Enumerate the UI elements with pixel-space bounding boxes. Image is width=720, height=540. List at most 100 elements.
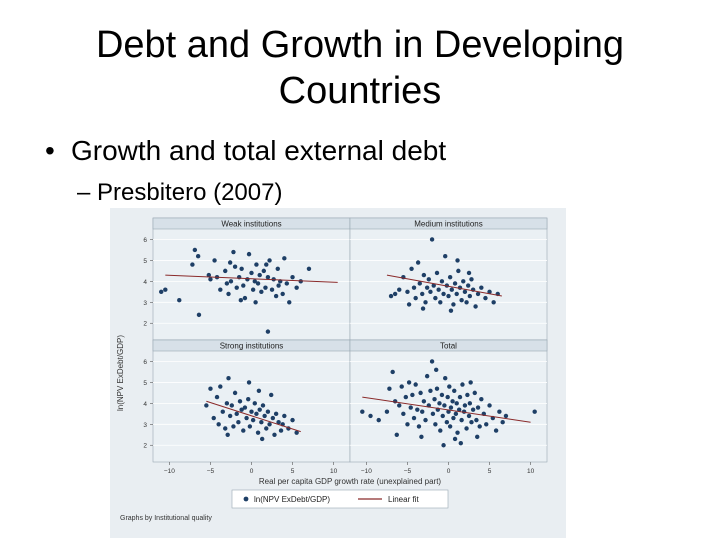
data-point	[449, 287, 454, 292]
plot-area	[152, 339, 351, 463]
data-point	[446, 409, 451, 414]
data-point	[432, 396, 437, 402]
panel-header	[349, 339, 548, 352]
data-point	[491, 300, 496, 305]
data-point	[250, 287, 256, 292]
data-point	[269, 287, 275, 292]
data-point	[306, 266, 312, 271]
data-point	[229, 403, 234, 408]
sub-bullet-text: Presbitero (2007)	[97, 179, 283, 206]
data-point	[234, 411, 239, 417]
slide-title-line-2: Countries	[278, 70, 442, 112]
data-point	[431, 283, 436, 288]
data-point	[220, 409, 225, 414]
x-tick-label: 10	[527, 468, 535, 475]
data-point	[483, 295, 488, 301]
data-point	[448, 405, 454, 410]
data-point	[493, 428, 499, 433]
data-point	[196, 312, 202, 318]
data-point	[484, 422, 489, 427]
data-point	[282, 413, 287, 419]
data-point	[469, 420, 474, 425]
data-point	[223, 426, 228, 431]
data-point	[475, 405, 481, 410]
data-point	[503, 413, 509, 419]
sub-bullet-item: – Presbitero (2007)	[77, 178, 282, 208]
data-point	[451, 302, 456, 307]
data-point	[421, 399, 427, 404]
data-point	[239, 266, 244, 271]
data-point	[416, 424, 422, 429]
data-point	[388, 293, 394, 299]
data-point	[420, 291, 425, 297]
data-point	[487, 289, 492, 295]
data-point	[448, 308, 454, 313]
data-point	[177, 298, 182, 303]
data-point	[434, 270, 440, 276]
data-point	[206, 272, 212, 278]
legend-label-points: ln(NPV ExDebt/GDP)	[254, 495, 330, 504]
bullet-dot-icon: •	[45, 135, 55, 166]
data-point	[390, 369, 395, 375]
data-point	[255, 281, 261, 286]
data-point	[241, 428, 246, 433]
x-tick-label: −10	[164, 468, 175, 475]
data-point	[405, 422, 410, 427]
data-point	[294, 285, 299, 290]
data-point	[265, 409, 271, 414]
data-point	[429, 359, 435, 364]
data-point	[265, 329, 271, 334]
data-point	[466, 270, 472, 276]
x-axis-label: Real per capita GDP growth rate (unexpla…	[259, 477, 442, 486]
data-point	[231, 249, 236, 255]
data-point	[409, 266, 414, 271]
data-point	[257, 407, 262, 412]
data-point	[257, 272, 262, 278]
x-tick-label: −5	[207, 468, 215, 475]
data-point	[447, 424, 453, 429]
data-point	[260, 403, 266, 408]
data-point	[418, 390, 423, 396]
data-point	[223, 268, 228, 274]
data-point	[392, 291, 398, 297]
panel-strong-institutions: Strong institutions 2 3 4 5 6 −10 −5 0 5 10	[143, 339, 351, 475]
data-point	[477, 424, 482, 429]
data-point	[232, 390, 238, 396]
data-point	[411, 415, 417, 421]
data-point	[397, 287, 402, 292]
data-point	[394, 432, 399, 437]
data-point	[487, 403, 492, 408]
data-point	[280, 291, 285, 297]
data-point	[262, 413, 267, 419]
data-point	[441, 443, 446, 448]
data-point	[464, 426, 469, 431]
data-point	[163, 287, 168, 292]
linear-fit-line	[386, 274, 502, 297]
panel-title: Weak institutions	[221, 220, 281, 229]
data-point	[242, 405, 248, 410]
data-point	[290, 274, 295, 280]
data-point	[265, 274, 271, 280]
data-point	[479, 396, 484, 402]
y-tick-label: 2	[143, 321, 147, 328]
data-point	[234, 285, 239, 290]
data-point	[376, 417, 381, 423]
data-point	[466, 283, 471, 288]
data-point	[228, 279, 234, 284]
data-point	[273, 293, 279, 299]
data-point	[270, 415, 276, 421]
data-point	[429, 237, 435, 242]
data-point	[218, 384, 223, 389]
data-point	[190, 262, 195, 267]
y-axis-label: ln(NPV ExDebt/GDP)	[116, 335, 125, 411]
data-point	[445, 394, 450, 400]
data-point	[455, 258, 460, 263]
data-point	[500, 420, 505, 425]
data-point	[246, 380, 252, 385]
panel-weak-institutions: Weak institutions 2 3 4 5 6	[143, 217, 351, 341]
data-point	[424, 373, 430, 379]
data-point	[469, 277, 474, 282]
linear-fit-line	[165, 274, 338, 283]
data-point	[204, 403, 209, 408]
data-point	[413, 382, 418, 387]
